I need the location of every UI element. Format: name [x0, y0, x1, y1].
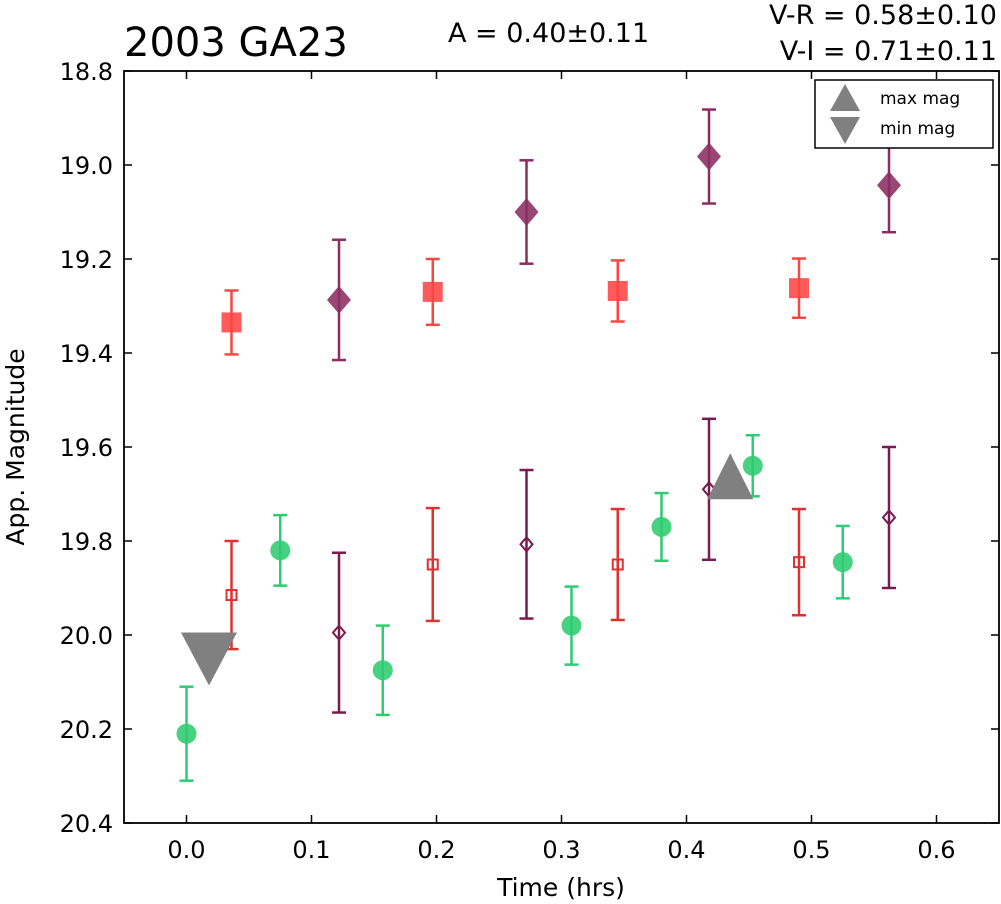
series-triangle-up-filled [707, 453, 754, 500]
data-point-square [422, 281, 443, 302]
data-point-circle [651, 516, 672, 537]
data-point-diamond [881, 508, 897, 527]
data-point-square [225, 589, 238, 602]
series-circle-filled [176, 434, 853, 782]
y-tick-label: 19.4 [60, 340, 113, 368]
y-tick-label: 20.0 [60, 622, 113, 650]
data-marks [176, 108, 901, 782]
x-tick-label: 0.1 [292, 836, 330, 864]
x-axis-label: Time (hrs) [496, 873, 625, 902]
x-tick-label: 0.6 [917, 836, 955, 864]
y-tick-label: 18.8 [60, 58, 113, 86]
x-tick-label: 0.5 [792, 836, 830, 864]
x-axis-ticks: 0.0 0.1 0.2 0.3 0.4 0.5 0.6 [167, 71, 956, 864]
series-square-filled [221, 257, 809, 356]
data-point-square [426, 558, 439, 571]
data-point-diamond [514, 198, 539, 226]
v-r-annotation: V-R = 0.58±0.10 [769, 0, 997, 31]
plot-frame [123, 70, 1000, 824]
y-tick-label: 19.8 [60, 528, 113, 556]
data-point-circle [832, 552, 853, 573]
y-tick-label: 20.4 [60, 810, 113, 838]
x-tick-label: 0.0 [167, 836, 205, 864]
amplitude-annotation: A = 0.40±0.11 [448, 18, 649, 49]
series-triangle-down-filled [181, 632, 237, 686]
data-point-diamond [877, 171, 901, 200]
data-point-circle [372, 660, 393, 681]
min-mag-marker [181, 632, 237, 686]
data-point-square [611, 558, 624, 571]
y-tick-label: 20.2 [60, 716, 113, 744]
legend-max-mag-label: max mag [880, 89, 960, 109]
series-diamond-filled [327, 108, 901, 362]
y-axis-label: App. Magnitude [1, 348, 30, 545]
v-i-annotation: V-I = 0.71±0.11 [780, 36, 997, 67]
y-tick-label: 19.6 [60, 434, 113, 462]
data-point-circle [176, 723, 197, 744]
data-point-diamond [327, 285, 351, 314]
max-mag-marker [707, 453, 754, 500]
x-tick-label: 0.2 [417, 836, 455, 864]
data-point-square [221, 312, 242, 333]
y-tick-label: 19.2 [60, 246, 113, 274]
chart-title: 2003 GA23 [124, 20, 348, 66]
data-point-diamond [519, 535, 534, 553]
data-point-square [789, 278, 809, 299]
series-square-open [224, 506, 806, 651]
legend-min-mag-label: min mag [880, 119, 955, 139]
data-point-diamond [331, 624, 347, 642]
data-point-square [607, 280, 628, 301]
x-tick-label: 0.4 [667, 836, 705, 864]
x-tick-label: 0.3 [542, 836, 580, 864]
data-point-square [793, 556, 805, 569]
data-point-circle [270, 540, 291, 561]
data-point-circle [561, 615, 582, 636]
data-point-circle [742, 455, 763, 476]
data-point-diamond [697, 142, 721, 171]
series-diamond-open [331, 417, 897, 714]
legend-max-mag-marker [830, 84, 860, 111]
legend: max mag min mag [814, 79, 994, 149]
y-tick-label: 19.0 [60, 152, 113, 180]
legend-min-mag-marker [830, 117, 860, 144]
y-axis-ticks: 18.8 19.0 19.2 19.4 19.6 19.8 20.0 20.2 20.4 [60, 58, 999, 838]
